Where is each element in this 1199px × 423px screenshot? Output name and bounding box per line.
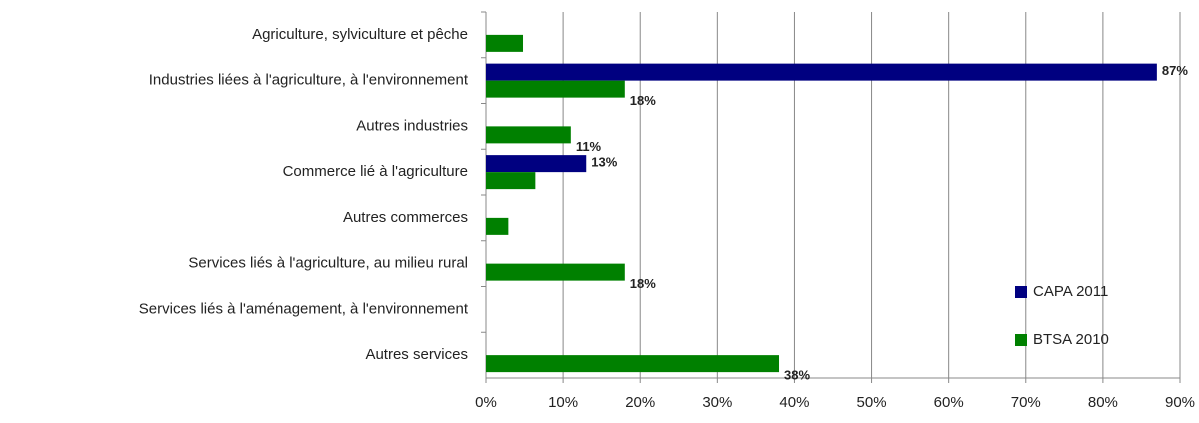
y-tick-label: Services liés à l'agriculture, au milieu… [188,255,468,272]
y-tick-label: Commerce lié à l'agriculture [283,163,468,180]
y-tick-label: Services liés à l'aménagement, à l'envir… [139,300,469,317]
x-tick-label: 30% [702,394,732,411]
bar [486,63,1157,81]
value-label: 13% [591,155,617,170]
x-tick-label: 50% [857,394,887,411]
bar [486,126,571,144]
x-tick-label: 0% [475,394,497,411]
x-tick-label: 10% [548,394,578,411]
bar [486,263,625,281]
bar [486,355,780,373]
legend-swatch [1015,286,1027,298]
y-tick-label: Autres services [365,346,468,363]
value-label: 38% [784,368,810,383]
y-tick-label: Autres commerces [343,209,468,226]
x-tick-label: 60% [934,394,964,411]
value-label: 18% [630,276,656,291]
x-tick-label: 80% [1088,394,1118,411]
y-tick-label: Autres industries [356,117,468,134]
legend-label: BTSA 2010 [1033,331,1109,348]
value-label: 87% [1162,63,1188,78]
bar [486,155,587,173]
x-tick-label: 40% [779,394,809,411]
value-label: 18% [630,93,656,108]
x-tick-label: 90% [1165,394,1195,411]
x-tick-label: 70% [1011,394,1041,411]
y-tick-label: Agriculture, sylviculture et pêche [252,26,468,43]
legend-swatch [1015,334,1027,346]
bar [486,34,524,52]
legend-label: CAPA 2011 [1033,283,1108,300]
bar [486,80,625,98]
x-tick-label: 20% [625,394,655,411]
value-label: 11% [576,139,602,154]
y-tick-label: Industries liées à l'agriculture, à l'en… [149,72,469,89]
bar [486,217,509,235]
bar [486,172,536,190]
